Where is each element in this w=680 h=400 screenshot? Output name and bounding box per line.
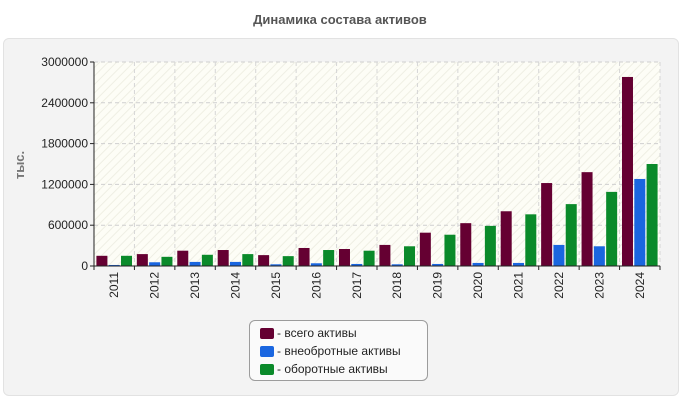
bar-total-2023 bbox=[581, 172, 593, 266]
legend-item-total[interactable]: - всего активы bbox=[260, 325, 357, 341]
x-tick-label: 2017 bbox=[350, 272, 364, 299]
bar-noncurrent-2020 bbox=[472, 262, 484, 266]
x-tick-label: 2019 bbox=[431, 272, 445, 299]
bar-noncurrent-2019 bbox=[432, 263, 444, 266]
bar-current-2022 bbox=[565, 204, 577, 266]
chart-title: Динамика состава активов bbox=[253, 12, 427, 27]
legend-swatch-noncurrent bbox=[260, 345, 274, 357]
y-tick-label: 3000000 bbox=[41, 55, 88, 69]
legend-swatch-current bbox=[260, 363, 274, 375]
bar-noncurrent-2014 bbox=[230, 261, 241, 266]
bar-noncurrent-2021 bbox=[513, 262, 524, 266]
bar-noncurrent-2024 bbox=[634, 178, 646, 266]
bar-total-2013 bbox=[177, 250, 189, 266]
bar-total-2017 bbox=[338, 249, 350, 266]
y-tick-label: 2400000 bbox=[41, 96, 88, 110]
bar-noncurrent-2015 bbox=[270, 264, 282, 266]
legend-swatch-total bbox=[260, 327, 274, 339]
bar-noncurrent-2022 bbox=[553, 244, 565, 266]
bar-total-2022 bbox=[541, 183, 553, 266]
bar-noncurrent-2016 bbox=[310, 263, 322, 266]
bar-current-2020 bbox=[484, 225, 496, 266]
bar-current-2016 bbox=[323, 250, 335, 266]
bar-current-2017 bbox=[363, 250, 375, 266]
bar-total-2014 bbox=[217, 250, 229, 266]
x-tick-label: 2024 bbox=[633, 272, 647, 299]
x-tick-label: 2013 bbox=[188, 272, 202, 299]
bar-noncurrent-2012 bbox=[149, 262, 161, 266]
x-tick-label: 2012 bbox=[148, 272, 162, 299]
bar-current-2019 bbox=[444, 234, 456, 266]
bar-noncurrent-2017 bbox=[351, 263, 363, 266]
legend-item-noncurrent[interactable]: - внеобротные активы bbox=[260, 343, 401, 359]
bar-total-2020 bbox=[460, 223, 472, 266]
bar-total-2024 bbox=[621, 76, 633, 267]
x-tick-label: 2023 bbox=[592, 272, 606, 299]
bar-total-2016 bbox=[298, 247, 310, 266]
x-tick-label: 2018 bbox=[390, 272, 404, 299]
y-axis-label: тыс. bbox=[12, 151, 27, 179]
legend-label-total: - всего активы bbox=[277, 326, 357, 340]
bar-noncurrent-2013 bbox=[189, 261, 201, 266]
x-tick-label: 2020 bbox=[471, 272, 485, 299]
bar-current-2024 bbox=[646, 164, 658, 266]
y-tick-label: 600000 bbox=[48, 218, 88, 232]
bar-current-2011 bbox=[121, 255, 133, 266]
y-tick-label: 0 bbox=[81, 259, 88, 273]
bar-current-2018 bbox=[404, 246, 416, 266]
bar-current-2013 bbox=[201, 254, 213, 266]
bar-total-2018 bbox=[379, 244, 391, 266]
bar-noncurrent-2011 bbox=[108, 264, 120, 266]
legend-item-current[interactable]: - оборотные активы bbox=[260, 361, 388, 377]
x-tick-label: 2011 bbox=[107, 272, 121, 298]
bar-noncurrent-2023 bbox=[593, 246, 605, 266]
legend: - всего активы - внеобротные активы - об… bbox=[249, 320, 428, 381]
x-tick-label: 2021 bbox=[512, 272, 526, 299]
legend-label-noncurrent: - внеобротные активы bbox=[277, 344, 401, 358]
legend-label-current: - оборотные активы bbox=[277, 362, 388, 376]
bar-current-2021 bbox=[525, 214, 537, 266]
y-tick-label: 1800000 bbox=[41, 137, 88, 151]
x-tick-label: 2022 bbox=[552, 272, 566, 299]
bar-total-2021 bbox=[500, 211, 512, 266]
bar-current-2015 bbox=[282, 256, 294, 266]
bar-current-2023 bbox=[606, 191, 618, 266]
bar-current-2014 bbox=[242, 254, 254, 266]
bar-total-2012 bbox=[136, 254, 148, 266]
x-tick-label: 2014 bbox=[229, 272, 243, 299]
bar-total-2019 bbox=[419, 232, 431, 266]
y-tick-label: 1200000 bbox=[41, 177, 88, 191]
x-tick-label: 2016 bbox=[309, 272, 323, 299]
x-tick-label: 2015 bbox=[269, 272, 283, 299]
bar-noncurrent-2018 bbox=[391, 264, 403, 266]
bar-current-2012 bbox=[161, 256, 173, 266]
bar-total-2011 bbox=[96, 255, 108, 266]
bar-total-2015 bbox=[258, 255, 270, 266]
